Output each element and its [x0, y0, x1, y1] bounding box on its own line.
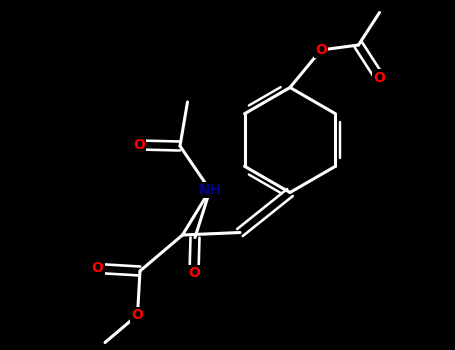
- Text: O: O: [315, 43, 327, 57]
- Text: NH: NH: [198, 183, 222, 197]
- Text: O: O: [133, 138, 145, 152]
- Text: O: O: [374, 70, 385, 84]
- Text: O: O: [91, 261, 103, 275]
- Text: O: O: [188, 266, 200, 280]
- Text: O: O: [131, 308, 143, 322]
